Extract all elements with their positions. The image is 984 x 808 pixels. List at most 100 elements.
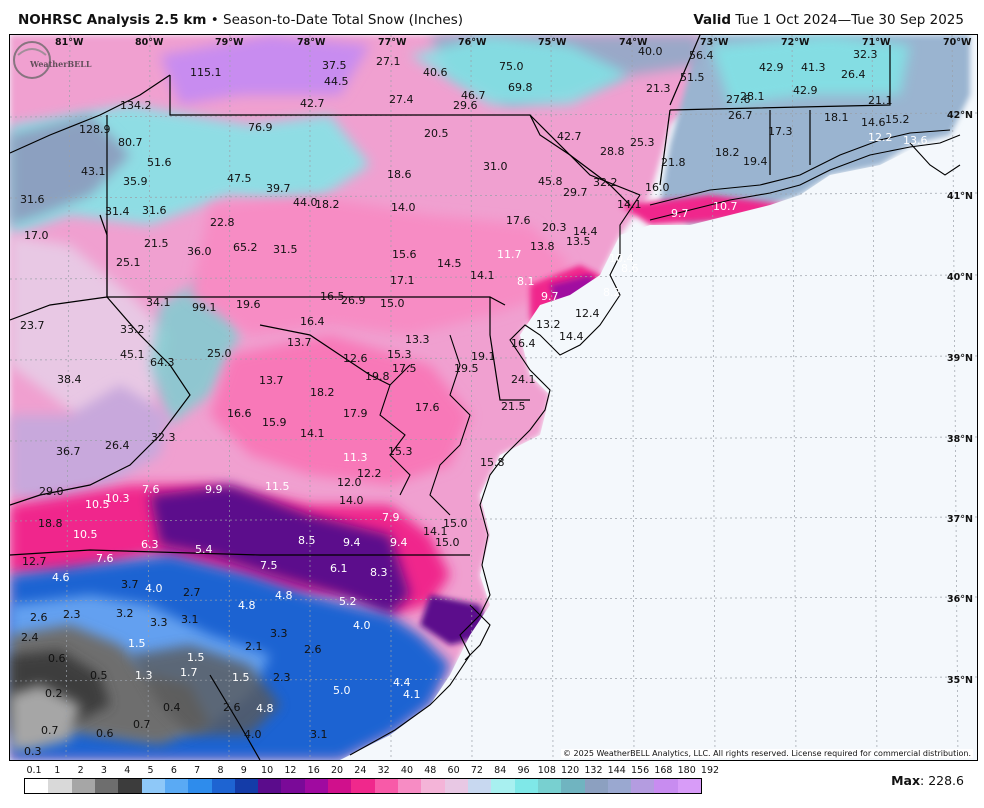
station-value: 17.5 — [392, 362, 417, 375]
legend-tick: 48 — [424, 765, 437, 776]
station-value: 31.6 — [142, 204, 167, 217]
station-value: 51.5 — [680, 71, 705, 84]
longitude-label: 81°W — [55, 37, 84, 48]
station-value: 15.8 — [480, 456, 505, 469]
legend-tick: 96 — [517, 765, 530, 776]
legend-swatch — [677, 779, 702, 793]
station-value: 26.7 — [728, 109, 753, 122]
station-value: 17.6 — [415, 401, 440, 414]
station-value: 21.5 — [501, 400, 526, 413]
legend-tick: 4 — [124, 765, 131, 776]
legend-tick: 0.1 — [26, 765, 42, 776]
station-value: 39.7 — [266, 182, 291, 195]
station-value: 99.1 — [192, 301, 217, 314]
station-value: 13.6 — [903, 134, 928, 147]
graticule — [10, 35, 977, 760]
station-value: 10.5 — [85, 498, 110, 511]
station-value: 40.0 — [638, 45, 663, 58]
station-value: 15.6 — [392, 248, 417, 261]
station-value: 6.1 — [330, 562, 348, 575]
station-value: 0.6 — [48, 652, 66, 665]
station-value: 11.5 — [265, 480, 290, 493]
longitude-label: 76°W — [458, 37, 487, 48]
map-canvas: 115.1 134.2 128.9 80.7 51.6 43.1 35.9 31.6 31.4 3… — [10, 35, 977, 760]
station-value: 2.1 — [245, 640, 263, 653]
latitude-label: 36°N — [947, 594, 973, 605]
coastline — [349, 129, 961, 756]
valid-label: Valid — [693, 12, 732, 28]
weatherbell-logo: WeatherBELL — [13, 41, 92, 79]
station-value: 37.5 — [322, 59, 347, 72]
legend-tick: 9 — [240, 765, 247, 776]
station-value: 25.1 — [116, 256, 141, 269]
station-value: 5.0 — [333, 684, 351, 697]
station-value: 42.7 — [557, 130, 582, 143]
station-value: 16.5 — [320, 290, 345, 303]
station-value: 1.5 — [128, 637, 146, 650]
station-value: 42.9 — [793, 84, 818, 97]
station-value: 12.6 — [343, 352, 368, 365]
latitude-label: 42°N — [947, 110, 973, 121]
station-value: 28.8 — [600, 145, 625, 158]
station-value: 19.6 — [236, 298, 261, 311]
legend-swatch — [258, 779, 282, 793]
station-value: 0.5 — [90, 669, 108, 682]
legend-swatch — [491, 779, 515, 793]
legend-tick: 20 — [330, 765, 344, 776]
station-value: 14.4 — [559, 330, 584, 343]
legend-tick: 8 — [217, 765, 224, 776]
station-value: 18.2 — [310, 386, 335, 399]
station-value: 134.2 — [120, 99, 152, 112]
station-value: 14.0 — [391, 201, 416, 214]
station-value: 31.0 — [483, 160, 508, 173]
station-value: 21.5 — [144, 237, 169, 250]
station-value: 17.0 — [24, 229, 49, 242]
station-value: 31.6 — [20, 193, 45, 206]
station-value: 40.6 — [423, 66, 448, 79]
station-value: 45.8 — [538, 175, 563, 188]
station-value: 2.6 — [30, 611, 48, 624]
station-value: 4.0 — [244, 728, 262, 741]
station-value: 47.5 — [227, 172, 252, 185]
station-value: 10.5 — [73, 528, 98, 541]
legend-tick: 108 — [537, 765, 556, 776]
station-value: 13.8 — [530, 240, 555, 253]
station-value: 14.1 — [617, 198, 642, 211]
station-value: 17.9 — [343, 407, 368, 420]
station-value: 43.1 — [81, 165, 106, 178]
station-value: 10.3 — [105, 492, 130, 505]
legend-swatch — [304, 779, 329, 793]
station-value: 2.3 — [63, 608, 81, 621]
station-value: 12.2 — [868, 131, 893, 144]
station-value: 13.5 — [566, 235, 591, 248]
legend-swatch — [71, 779, 95, 793]
longitude-label: 79°W — [215, 37, 244, 48]
legend-tick: 3 — [100, 765, 107, 776]
valid-range: Tue 1 Oct 2024—Tue 30 Sep 2025 — [735, 12, 964, 28]
station-value: 8.2 — [603, 286, 621, 299]
station-value: 32.3 — [151, 431, 176, 444]
station-value: 9.7 — [541, 290, 559, 303]
station-value: 32.3 — [853, 48, 878, 61]
legend-tick: 168 — [654, 765, 673, 776]
title-text: NOHRSC Analysis 2.5 km — [18, 12, 207, 28]
station-value: 15.0 — [380, 297, 405, 310]
station-value: 4.8 — [238, 599, 256, 612]
longitude-label: 73°W — [700, 37, 729, 48]
station-value: 44.0 — [293, 196, 318, 209]
station-value: 4.1 — [403, 688, 421, 701]
latitude-label: 39°N — [947, 353, 973, 364]
station-value: 8.6 — [621, 262, 639, 275]
legend-tick: 144 — [607, 765, 626, 776]
station-value: 14.1 — [470, 269, 495, 282]
station-value: 16.6 — [227, 407, 252, 420]
longitude-label: 78°W — [297, 37, 326, 48]
station-value: 29.0 — [39, 485, 64, 498]
station-value: 19.5 — [454, 362, 479, 375]
station-value: 38.4 — [57, 373, 82, 386]
station-value: 3.1 — [310, 728, 328, 741]
station-value: 9.9 — [205, 483, 223, 496]
station-value: 7.6 — [142, 483, 160, 496]
station-value: 26.4 — [841, 68, 866, 81]
station-value: 11.3 — [343, 451, 368, 464]
